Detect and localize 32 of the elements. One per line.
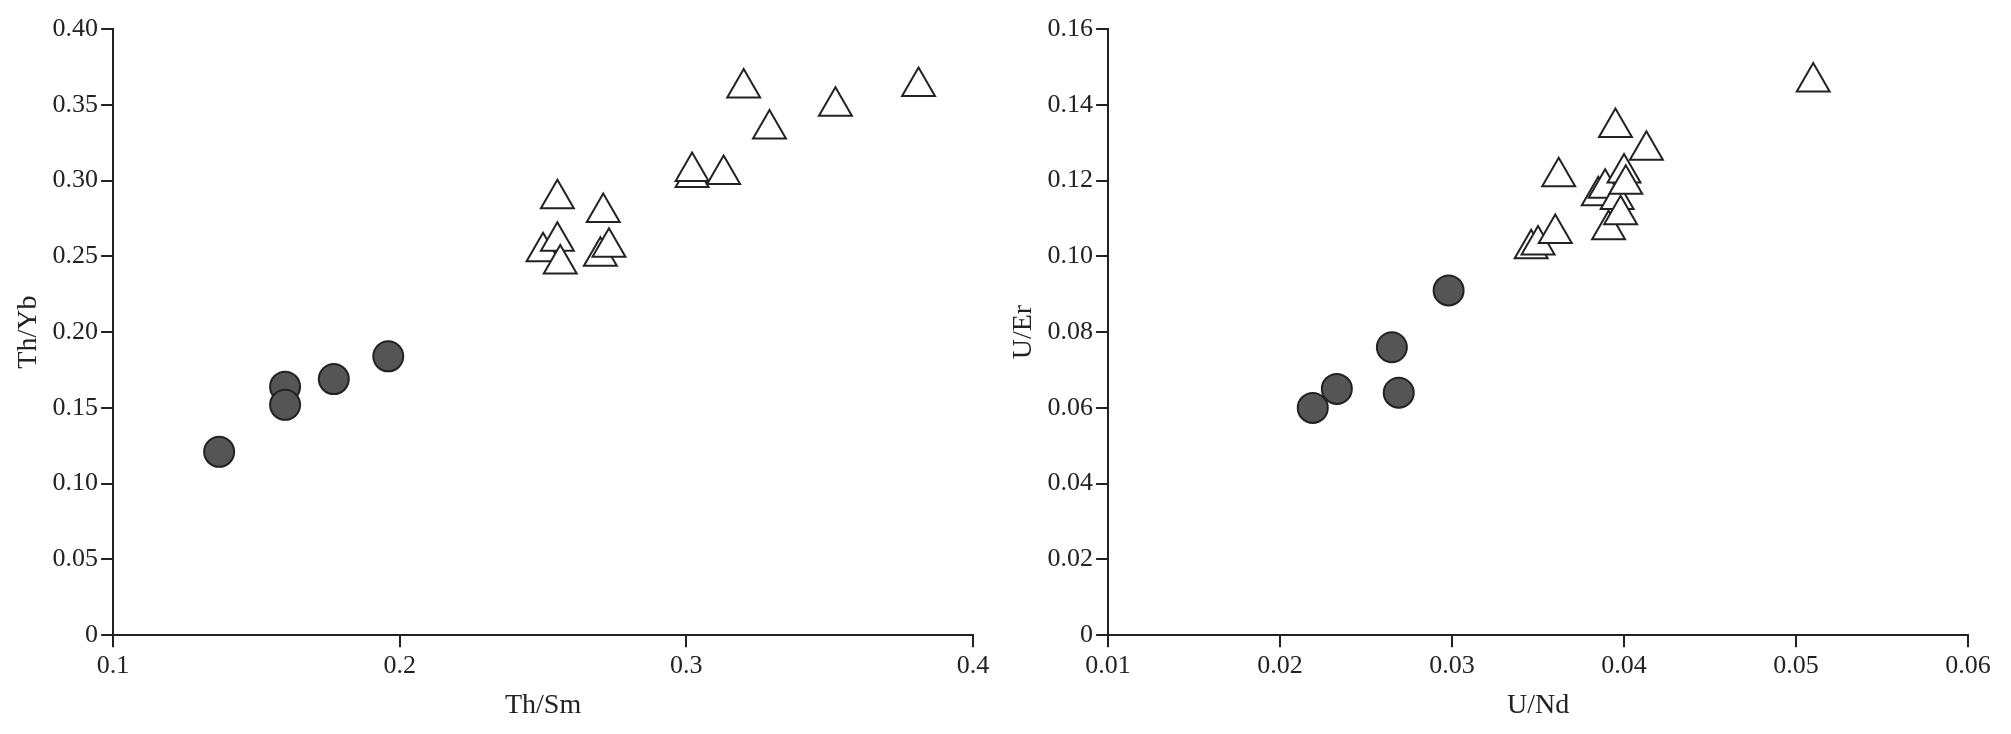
y-axis-title: U/Er xyxy=(1006,304,1038,360)
x-tick-label: 0.3 xyxy=(670,649,703,679)
x-tick-label: 0.05 xyxy=(1773,649,1819,679)
y-tick-label: 0.02 xyxy=(1047,543,1094,573)
y-tick-label: 0.12 xyxy=(1047,164,1094,194)
x-tick-label: 0.02 xyxy=(1257,649,1303,679)
y-tick-label: 0.10 xyxy=(1047,240,1094,270)
y-tick-label: 0.35 xyxy=(52,88,99,118)
y-tick-label: 0 xyxy=(1080,619,1094,649)
y-tick-label: 0.05 xyxy=(52,543,99,573)
y-tick-label: 0.06 xyxy=(1047,391,1094,421)
y-tick-label: 0.40 xyxy=(52,12,99,42)
x-tick-label: 0.01 xyxy=(1085,649,1131,679)
x-tick-label: 0.1 xyxy=(96,649,130,679)
y-tick-label: 0.14 xyxy=(1047,88,1094,118)
y-tick-label: 0.04 xyxy=(1047,467,1094,497)
x-tick-label: 0.2 xyxy=(383,649,416,679)
y-axis-title: Th/Yb xyxy=(11,295,43,369)
y-tick-label: 0.08 xyxy=(1047,315,1094,345)
x-tick-label: 0.03 xyxy=(1429,649,1475,679)
y-tick-label: 0.20 xyxy=(52,315,99,345)
y-tick-label: 0.15 xyxy=(52,391,99,421)
x-axis-title: Th/Sm xyxy=(504,687,582,719)
x-tick-label: 0.04 xyxy=(1601,649,1647,679)
y-tick-label: 0.10 xyxy=(52,467,99,497)
x-tick-label: 0.4 xyxy=(956,649,990,679)
x-tick-label: 0.06 xyxy=(1945,649,1991,679)
y-tick-label: 0.25 xyxy=(52,240,99,270)
x-axis-title: U/Nd xyxy=(1506,687,1570,719)
y-tick-label: 0.30 xyxy=(52,164,99,194)
y-tick-label: 0 xyxy=(85,619,99,649)
y-tick-label: 0.16 xyxy=(1047,12,1094,42)
